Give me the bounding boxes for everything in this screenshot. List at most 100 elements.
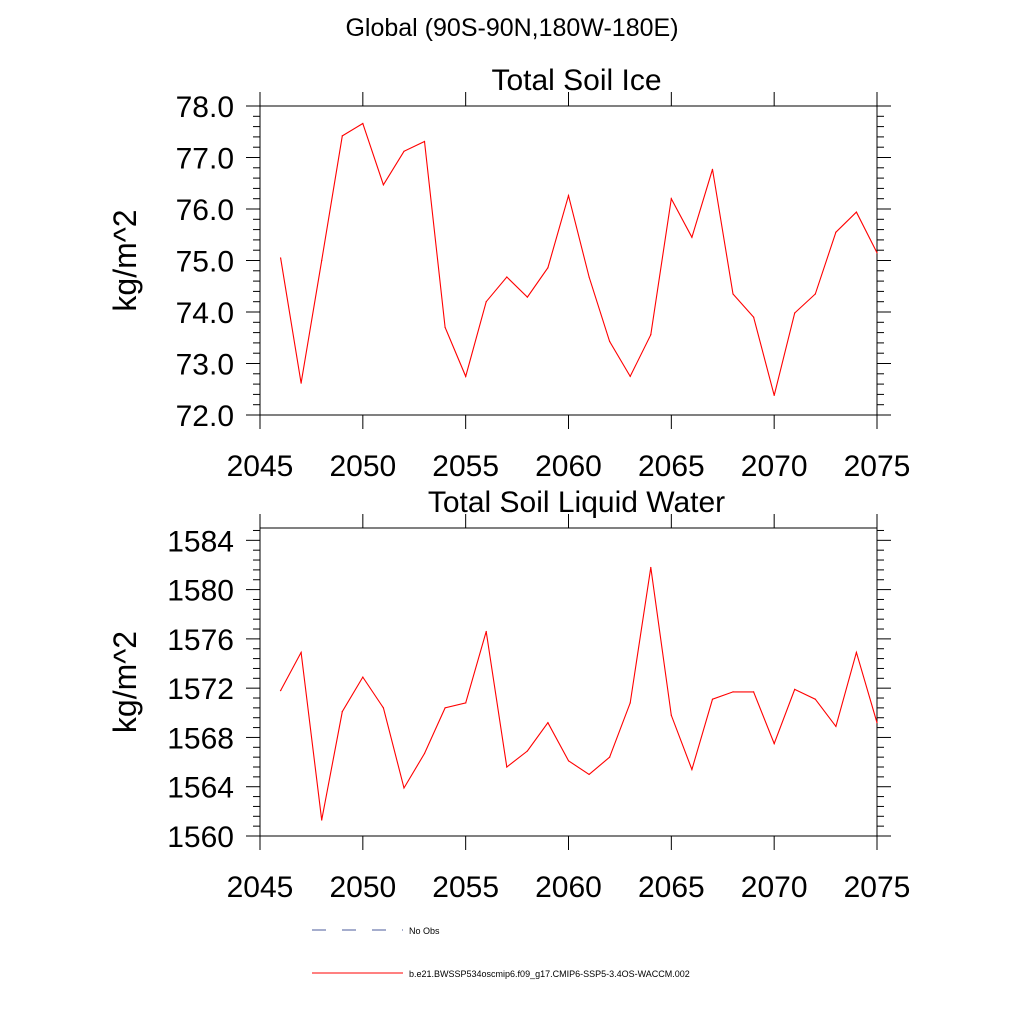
- data-point: [876, 252, 878, 254]
- x-tick-label: 2055: [432, 450, 499, 483]
- panel-2: 2045 2050 2055 2060 2065 2070 2075 1560 1564 1568…: [107, 486, 910, 904]
- y-tick-label: 1572: [167, 673, 234, 706]
- data-point: [855, 211, 858, 213]
- data-point: [279, 257, 282, 259]
- data-point: [794, 312, 796, 314]
- data-point: [650, 334, 652, 336]
- y-tick-label: 1560: [167, 821, 234, 854]
- data-point: [382, 184, 384, 186]
- y-tick-label: 72.0: [176, 400, 234, 433]
- data-point: [835, 725, 837, 727]
- x-tick-label: 2060: [535, 450, 602, 483]
- x-tick-label: 2055: [432, 871, 499, 904]
- data-point: [629, 702, 631, 704]
- data-point: [814, 698, 816, 700]
- data-point: [382, 707, 384, 709]
- plot-frame: [259, 105, 878, 416]
- data-point: [465, 375, 467, 377]
- data-point: [444, 326, 446, 329]
- data-point: [732, 691, 734, 693]
- y-tick-label: 74.0: [176, 297, 234, 330]
- data-point: [321, 819, 323, 821]
- data-point: [773, 394, 775, 397]
- data-point: [526, 296, 528, 298]
- data-point: [506, 766, 508, 768]
- legend-item: b.e21.BWSSP534oscmip6.f09_g17.CMIP6-SSP5…: [312, 969, 690, 979]
- y-tick-label: 76.0: [176, 194, 234, 227]
- data-point: [609, 756, 611, 758]
- data-point: [547, 722, 549, 724]
- y-tick-label: 1564: [167, 772, 234, 805]
- data-point: [609, 340, 611, 342]
- data-point: [567, 760, 570, 762]
- data-point: [279, 690, 282, 692]
- x-tick-label: 2045: [227, 450, 294, 483]
- legend-label: No Obs: [409, 926, 440, 936]
- data-point: [423, 140, 426, 143]
- legend-label: b.e21.BWSSP534oscmip6.f09_g17.CMIP6-SSP5…: [409, 969, 690, 979]
- legend: No Obs b.e21.BWSSP534oscmip6.f09_g17.CMIP…: [312, 926, 690, 979]
- y-tick-label: 1568: [167, 722, 234, 755]
- data-point: [588, 276, 590, 278]
- data-point: [444, 707, 446, 709]
- data-point: [794, 688, 796, 690]
- y-tick-label: 78.0: [176, 91, 234, 124]
- data-point: [691, 768, 693, 771]
- data-point: [341, 135, 343, 137]
- data-point: [670, 714, 672, 716]
- x-tick-label: 2045: [227, 871, 294, 904]
- data-point: [650, 566, 652, 569]
- data-point: [506, 276, 508, 278]
- data-point: [629, 375, 631, 377]
- x-tick-label: 2070: [741, 450, 808, 483]
- data-point: [753, 691, 755, 693]
- data-point: [855, 651, 858, 654]
- data-point: [423, 752, 426, 755]
- figure-title: Global (90S-90N,180W-180E): [345, 14, 679, 42]
- data-point: [567, 195, 570, 197]
- x-tick-label: 2060: [535, 871, 602, 904]
- panel-title: Total Soil Ice: [491, 64, 661, 97]
- plot-frame: [259, 527, 878, 837]
- data-point: [547, 267, 549, 269]
- x-tick-label: 2065: [638, 871, 705, 904]
- data-point: [485, 301, 487, 303]
- data-point: [753, 316, 755, 318]
- y-axis-label: kg/m^2: [107, 631, 143, 733]
- y-tick-label: 73.0: [176, 349, 234, 382]
- legend-item: No Obs: [312, 926, 440, 936]
- y-tick-label: 1576: [167, 624, 234, 657]
- x-tick-label: 2050: [329, 450, 396, 483]
- panel-title: Total Soil Liquid Water: [428, 486, 725, 519]
- data-point: [362, 122, 364, 125]
- data-point: [773, 743, 775, 745]
- data-point: [876, 722, 878, 724]
- data-point: [321, 259, 323, 262]
- y-tick-label: 75.0: [176, 246, 234, 279]
- y-tick-label: 1584: [167, 525, 234, 558]
- data-point: [711, 698, 714, 700]
- data-point: [362, 676, 364, 678]
- data-point: [300, 382, 302, 384]
- y-axis-label: kg/m^2: [107, 209, 143, 311]
- x-tick-label: 2075: [844, 871, 911, 904]
- data-point: [485, 630, 487, 633]
- data-point: [814, 293, 816, 295]
- y-tick-label: 77.0: [176, 143, 234, 176]
- series-line: [280, 567, 878, 821]
- data-point: [691, 236, 693, 238]
- data-point: [300, 651, 302, 654]
- data-point: [711, 168, 714, 170]
- data-point: [403, 150, 405, 152]
- data-point: [465, 702, 467, 704]
- data-point: [732, 293, 734, 295]
- data-point: [526, 750, 528, 752]
- panel-1: 2045 2050 2055 2060 2065 2070 2075 72.0 73.0 74.0…: [107, 64, 910, 483]
- data-point: [403, 787, 405, 789]
- data-point: [341, 710, 343, 713]
- data-point: [835, 231, 837, 233]
- x-tick-label: 2075: [844, 450, 911, 483]
- x-tick-label: 2065: [638, 450, 705, 483]
